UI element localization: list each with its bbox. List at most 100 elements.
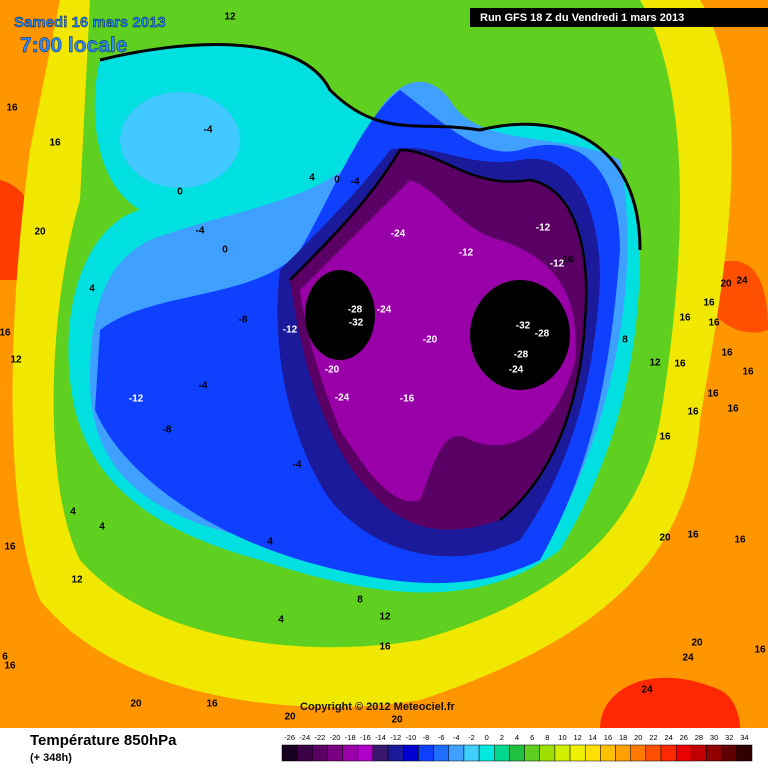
contour-label: 16: [707, 389, 719, 400]
contour-label: 16: [6, 103, 18, 114]
contour-label: 16: [4, 661, 16, 672]
contour-label: 4: [70, 507, 76, 518]
contour-label: -28: [535, 329, 550, 340]
contour-label: -12: [129, 394, 144, 405]
colorbar-swatch: [342, 744, 359, 762]
contour-label: 0: [334, 175, 340, 186]
contour-label: 16: [49, 138, 61, 149]
colorbar-label: -22: [314, 733, 325, 742]
colorbar-label: 34: [740, 733, 748, 742]
contour-label: -12: [283, 325, 298, 336]
contour-label: -4: [199, 381, 208, 392]
contour-label: 24: [641, 685, 653, 696]
contour-label: -32: [516, 321, 531, 332]
colorbar-swatch: [645, 744, 662, 762]
colorbar-swatch: [569, 744, 586, 762]
contour-label: -12: [536, 223, 551, 234]
contour-label: 0: [177, 187, 183, 198]
colorbar-label: 6: [530, 733, 534, 742]
contour-label: 16: [379, 642, 391, 653]
contour-label: 16: [659, 432, 671, 443]
colorbar-swatch: [296, 744, 313, 762]
footer-title: Température 850hPa: [30, 732, 177, 749]
contour-label: -24: [391, 229, 406, 240]
colorbar-label: 30: [710, 733, 718, 742]
colorbar-label: 32: [725, 733, 733, 742]
contour-label: 16: [674, 359, 686, 370]
colorbar-label: 20: [634, 733, 642, 742]
colorbar-swatch: [630, 744, 647, 762]
colorbar-label: 4: [515, 733, 519, 742]
contour-label: -20: [423, 335, 438, 346]
colorbar-swatch: [721, 744, 738, 762]
colorbar-label: -6: [438, 733, 445, 742]
contour-label: 20: [659, 533, 671, 544]
colorbar-label: 2: [500, 733, 504, 742]
contour-label: 16: [687, 407, 699, 418]
time: 7:00 locale: [20, 34, 127, 57]
colorbar-label: -18: [345, 733, 356, 742]
run: Run GFS 18 Z du Vendredi 1 mars 2013: [480, 12, 684, 24]
contour-label: 16: [0, 328, 11, 339]
colorbar-label: 28: [695, 733, 703, 742]
colorbar-swatch: [281, 744, 298, 762]
colorbar-swatch: [554, 744, 571, 762]
contour-label: -24: [509, 365, 524, 376]
contour-label: 20: [34, 227, 46, 238]
colorbar-swatch: [433, 744, 450, 762]
contour-label: 4: [278, 615, 284, 626]
date: Samedi 16 mars 2013: [14, 14, 166, 31]
contour-label: 4: [309, 173, 315, 184]
contour-label: 12: [71, 575, 83, 586]
colorbar-swatch: [584, 744, 601, 762]
colorbar-swatch: [691, 744, 707, 762]
colorbar-label: -14: [375, 733, 386, 742]
contour-label: 16: [754, 645, 766, 656]
contour-label: 20: [720, 279, 732, 290]
colorbar-label: -20: [330, 733, 341, 742]
contour-label: 6: [2, 652, 8, 663]
contour-label: 16: [4, 542, 16, 553]
colorbar-swatch: [600, 744, 616, 762]
header: Samedi 16 mars 2013 7:00 locale Run GFS …: [14, 8, 768, 57]
colorbar: -26 -24 -22 -20 -18 -16 -14 -12 -10 -8 -6 -4 -2 0 2 4 6 8…: [281, 733, 753, 762]
colorbar-swatch: [524, 744, 540, 762]
contour-label: 20: [391, 715, 403, 726]
colorbar-swatch: [403, 744, 419, 762]
contour-label: -24: [335, 393, 350, 404]
contour-label: -12: [459, 248, 474, 259]
contour-label: -32: [349, 318, 364, 329]
colorbar-label: -24: [299, 733, 310, 742]
contour-label: 20: [284, 712, 296, 723]
contour-label: -28: [348, 305, 363, 316]
contour-label: 12: [10, 355, 22, 366]
colorbar-swatch: [312, 744, 328, 762]
colorbar-swatch: [660, 744, 677, 762]
footer-lead: (+ 348h): [30, 752, 72, 764]
colorbar-label: 14: [589, 733, 597, 742]
colorbar-label: 26: [680, 733, 688, 742]
colorbar-swatch: [509, 744, 525, 762]
contour-label: 24: [682, 653, 694, 664]
colorbar-swatch: [327, 744, 343, 762]
colorbar-label: -8: [423, 733, 430, 742]
contour-label: 4: [99, 522, 105, 533]
contour-label: -4: [196, 226, 205, 237]
colorbar-swatch: [448, 744, 465, 762]
contour-label: -20: [325, 365, 340, 376]
contour-labels: 12 16 16 -4 0 4 0 -4 -4 0 20 4 16 12 -8 -12 -24 -12 -12 -12…: [0, 12, 766, 726]
contour-label: 20: [691, 638, 703, 649]
colorbar-label: -10: [405, 733, 416, 742]
colorbar-label: 0: [485, 733, 489, 742]
contour-label: 24: [736, 276, 748, 287]
colorbar-label: 16: [604, 733, 612, 742]
colorbar-swatch: [463, 744, 480, 762]
contour-label: 12: [224, 12, 236, 23]
contour-label: -4: [351, 177, 360, 188]
contour-label: 16: [727, 404, 739, 415]
run-box: [470, 8, 768, 27]
colorbar-label: 10: [558, 733, 566, 742]
contour-label: 12: [649, 358, 661, 369]
colorbar-label: -26: [284, 733, 295, 742]
contour-label: 16: [206, 699, 218, 710]
